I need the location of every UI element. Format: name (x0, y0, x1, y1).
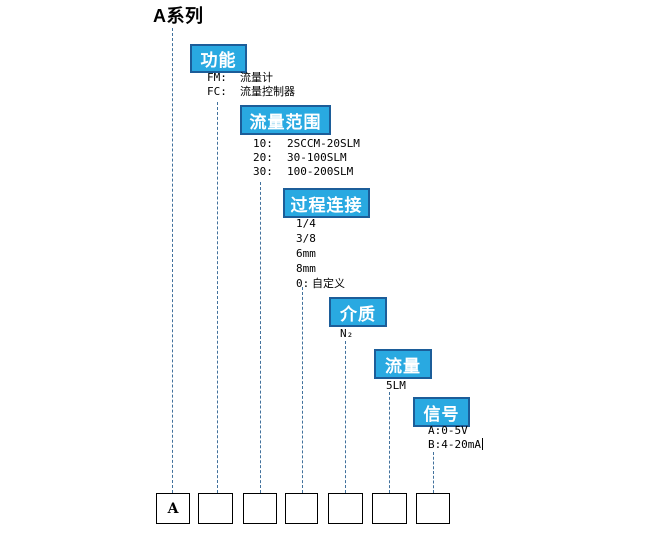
option-desc: 2SCCM-20SLM (287, 137, 360, 150)
option-code: 8mm (296, 262, 316, 275)
field-options-flow-range: 10: 2SCCM-20SLM 20: 30-100SLM 30: 100-20… (253, 137, 360, 179)
code-box-flow-range (243, 493, 277, 524)
option-code: A:0-5V (428, 424, 468, 437)
option-code: 1/4 (296, 217, 316, 230)
connector-line-series (172, 28, 173, 493)
option-code: 6mm (296, 247, 316, 260)
option-code: 10: (253, 137, 273, 150)
option-code: 3/8 (296, 232, 316, 245)
option-row: 6mm (296, 246, 345, 261)
field-options-process-connection: 1/4 3/8 6mm 8mm 0: 自定义 (296, 216, 345, 291)
connector-line-process-connection (302, 287, 303, 493)
option-desc: 30-100SLM (287, 151, 347, 164)
connector-line-flow (389, 392, 390, 493)
connector-line-signal (433, 452, 434, 493)
option-desc: 100-200SLM (287, 165, 354, 178)
connector-line-medium (345, 341, 346, 493)
option-code: 20: (253, 151, 273, 164)
option-row: 0: 自定义 (296, 276, 345, 291)
option-row: 10: 2SCCM-20SLM (253, 137, 360, 151)
option-code: B:4-20mA (428, 438, 481, 451)
option-desc: 流量计 (240, 71, 273, 84)
code-box-function (198, 493, 233, 524)
field-options-medium: N₂ (340, 327, 353, 341)
option-row: 5LM (386, 379, 406, 393)
code-box-series: A (156, 493, 190, 524)
option-row: 3/8 (296, 231, 345, 246)
option-row: B:4-20mA (428, 438, 483, 452)
option-row: 20: 30-100SLM (253, 151, 360, 165)
code-box-flow (372, 493, 407, 524)
option-row: 30: 100-200SLM (253, 165, 360, 179)
option-row: FC: 流量控制器 (207, 85, 295, 99)
code-box-signal (416, 493, 450, 524)
field-label-medium: 介质 (329, 297, 387, 327)
field-options-signal: A:0-5V B:4-20mA (428, 424, 483, 452)
option-row: N₂ (340, 327, 353, 341)
option-code: FC: (207, 85, 227, 98)
option-code: 0: (296, 277, 310, 290)
field-label-flow-range: 流量范围 (240, 105, 331, 135)
connector-line-flow-range (260, 182, 261, 493)
option-code: N₂ (340, 327, 354, 340)
option-desc: 流量控制器 (240, 85, 295, 98)
option-desc: 自定义 (312, 277, 345, 290)
field-options-flow: 5LM (386, 379, 406, 393)
field-label-process-connection: 过程连接 (283, 188, 370, 218)
option-row: 8mm (296, 261, 345, 276)
option-row: A:0-5V (428, 424, 483, 438)
field-label-flow: 流量 (374, 349, 432, 379)
page-title: A系列 (153, 6, 204, 26)
field-label-signal: 信号 (413, 397, 470, 427)
text-cursor (481, 438, 483, 450)
option-code: 30: (253, 165, 273, 178)
code-box-medium (328, 493, 363, 524)
field-label-function: 功能 (190, 44, 247, 73)
connector-line-function (217, 102, 218, 493)
option-code: FM: (207, 71, 227, 84)
field-options-function: FM: 流量计 FC: 流量控制器 (207, 71, 295, 99)
option-row: FM: 流量计 (207, 71, 295, 85)
option-row: 1/4 (296, 216, 345, 231)
option-code: 5LM (386, 379, 406, 392)
code-box-process-connection (285, 493, 318, 524)
